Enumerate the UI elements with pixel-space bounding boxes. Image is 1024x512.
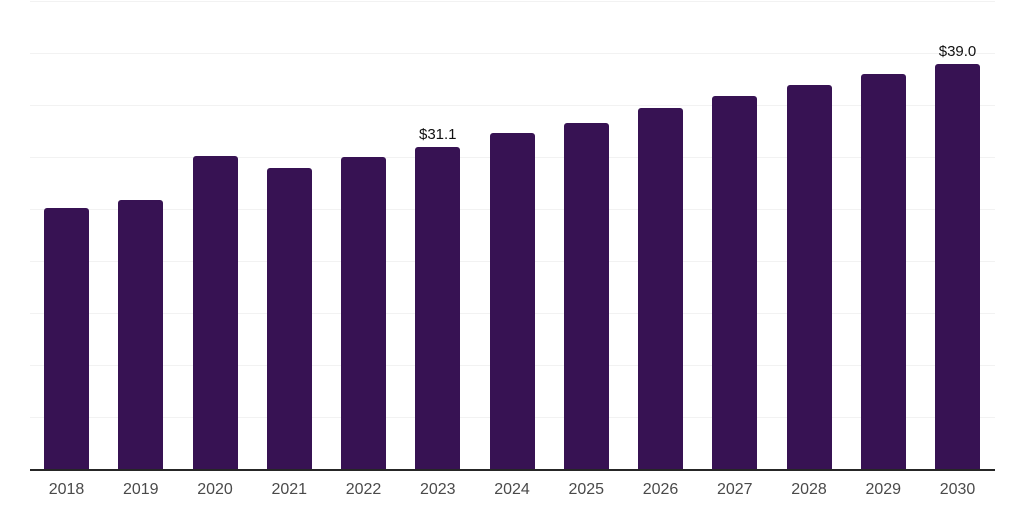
x-tick-label-2027: 2027 bbox=[716, 481, 753, 498]
bar-group-2028: 2028 bbox=[786, 2, 832, 498]
bar-group-2020: 2020 bbox=[192, 2, 238, 498]
bar-group-2023: $31.1 2023 bbox=[415, 2, 461, 498]
x-tick-label-2023: 2023 bbox=[419, 481, 456, 498]
plot-area: 2018 2019 2020 2021 2022 $31.1 2023 2024 2025 202… bbox=[30, 1, 995, 498]
bar-value-label-2023: $31.1 bbox=[418, 125, 457, 143]
x-tick-label-2025: 2025 bbox=[568, 481, 605, 498]
bar-2026 bbox=[638, 108, 683, 470]
x-tick-label-2030: 2030 bbox=[939, 481, 976, 498]
bar-group-2019: 2019 bbox=[118, 2, 164, 498]
bar-2020 bbox=[192, 155, 238, 470]
bar-group-2026: 2026 bbox=[638, 2, 683, 498]
bar-2022 bbox=[341, 156, 386, 470]
bar-2027 bbox=[712, 95, 758, 470]
x-tick-label-2018: 2018 bbox=[48, 481, 85, 498]
bar-group-2021: 2021 bbox=[266, 2, 312, 498]
x-tick-label-2022: 2022 bbox=[345, 481, 382, 498]
bar-2021 bbox=[266, 168, 312, 470]
bar-group-2018: 2018 bbox=[44, 2, 89, 498]
gridline-40 bbox=[30, 53, 995, 54]
gridline-45 bbox=[30, 1, 995, 2]
bar-2024 bbox=[489, 133, 535, 470]
bar-2028 bbox=[786, 85, 832, 470]
bar-2023: $31.1 bbox=[415, 127, 461, 470]
x-tick-label-2024: 2024 bbox=[494, 481, 530, 498]
gridline-35 bbox=[30, 105, 995, 106]
bar-value-label-2030: $39.0 bbox=[938, 43, 977, 61]
x-tick-label-2026: 2026 bbox=[642, 481, 679, 498]
bar-group-2024: 2024 bbox=[489, 2, 535, 498]
bar-2019 bbox=[118, 199, 164, 470]
bar-2018 bbox=[44, 207, 89, 470]
bar-group-2030: $39.0 2030 bbox=[935, 2, 980, 498]
x-tick-label-2029: 2029 bbox=[865, 481, 902, 498]
bar-2025 bbox=[563, 122, 609, 470]
bar-group-2025: 2025 bbox=[563, 2, 609, 498]
bar-2029 bbox=[860, 73, 906, 470]
x-tick-label-2028: 2028 bbox=[791, 481, 827, 498]
bar-group-2027: 2027 bbox=[712, 2, 758, 498]
bar-group-2022: 2022 bbox=[341, 2, 386, 498]
bars-layer: 2018 2019 2020 2021 2022 $31.1 2023 2024 2025 202… bbox=[30, 2, 995, 498]
x-tick-label-2021: 2021 bbox=[271, 481, 308, 498]
x-axis-line bbox=[30, 469, 995, 471]
bar-2030: $39.0 bbox=[935, 44, 980, 470]
x-tick-label-2019: 2019 bbox=[122, 481, 159, 498]
bar-group-2029: 2029 bbox=[860, 2, 906, 498]
x-tick-label-2020: 2020 bbox=[197, 481, 233, 498]
